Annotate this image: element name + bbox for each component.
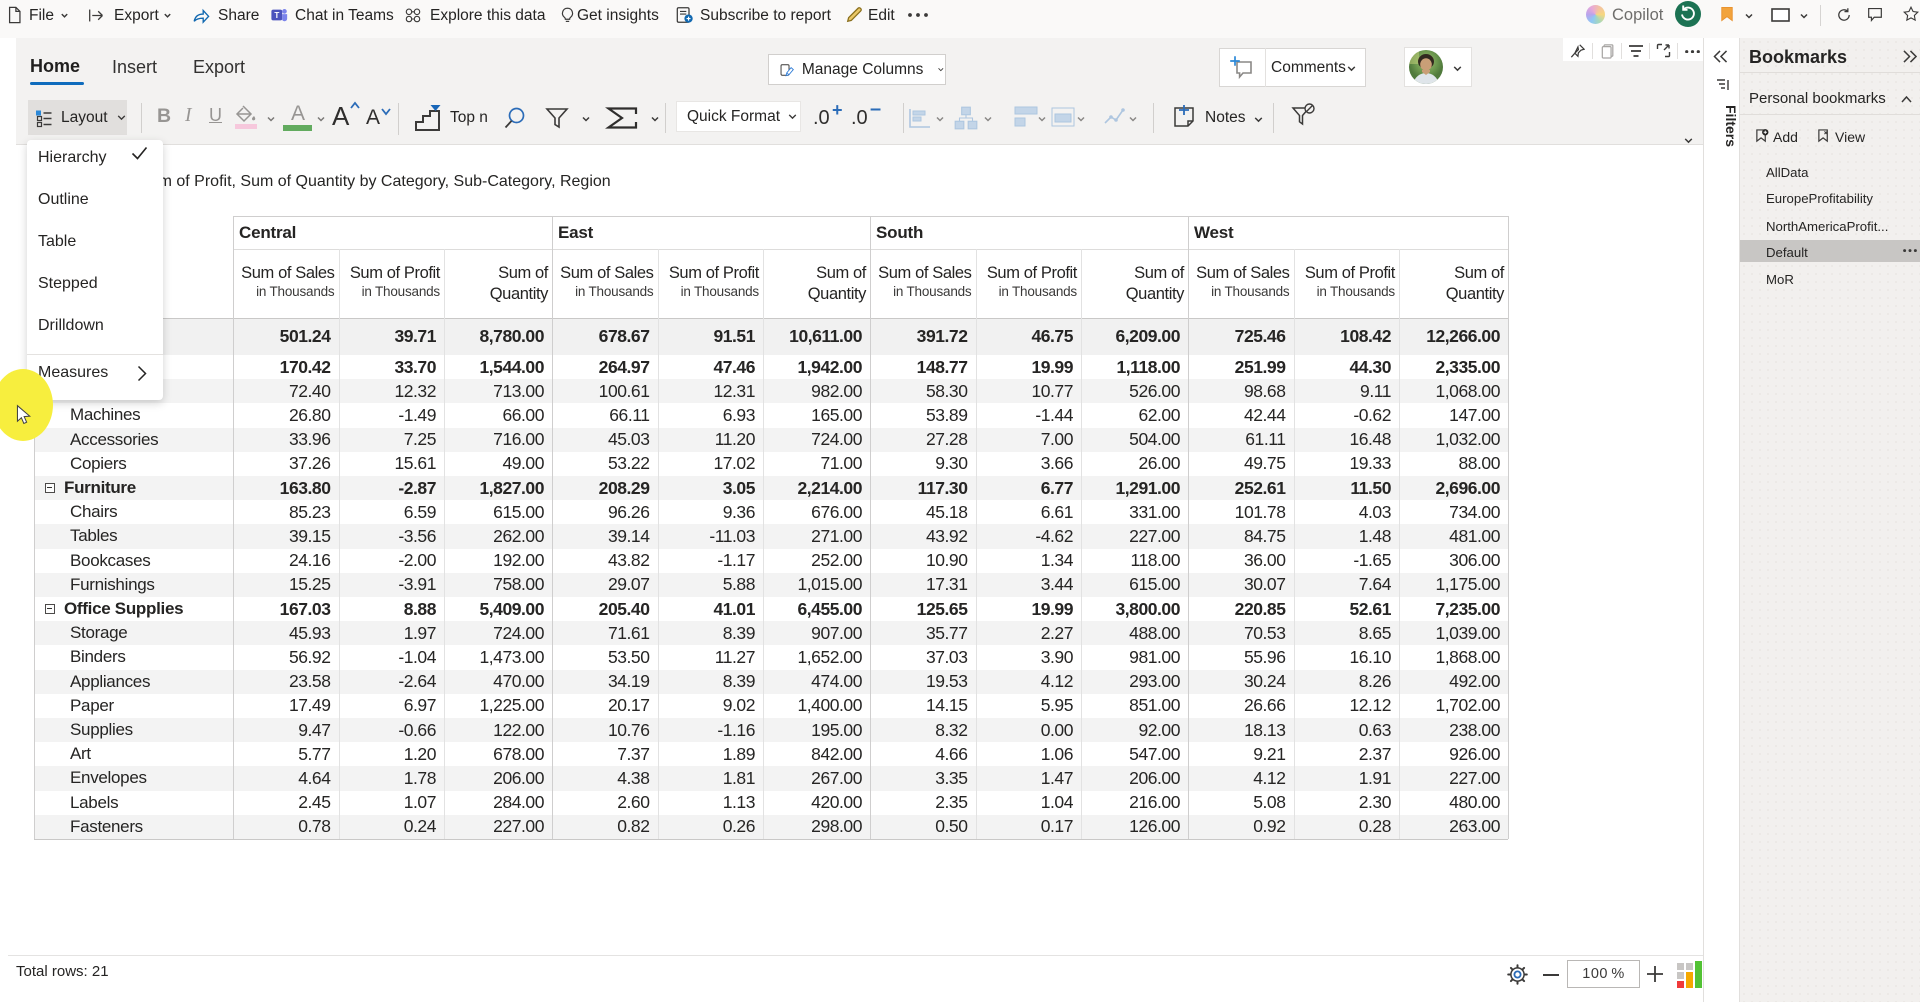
svg-text:T: T [274,11,279,20]
